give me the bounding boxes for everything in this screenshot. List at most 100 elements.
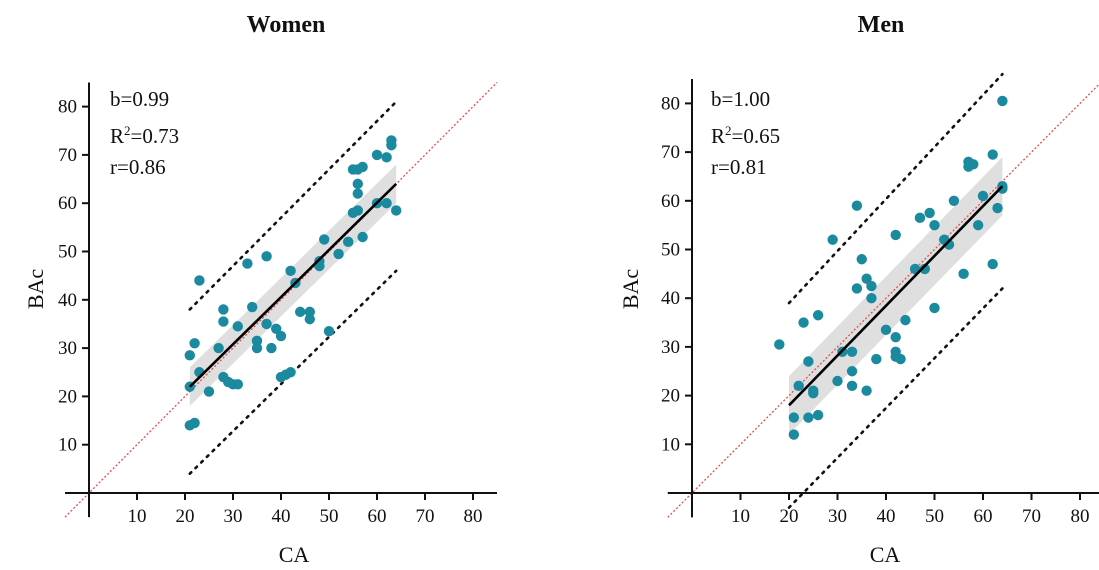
- x-tick-label: 70: [416, 506, 435, 527]
- data-point: [856, 254, 867, 265]
- data-point: [788, 412, 800, 423]
- y-tick-label: 70: [58, 145, 77, 166]
- data-point: [261, 318, 272, 330]
- data-point: [827, 234, 838, 245]
- data-point: [261, 251, 272, 262]
- data-point: [184, 350, 195, 361]
- data-point: [295, 306, 306, 318]
- correlation-label: r=0.81: [711, 155, 767, 179]
- stats-box: b=1.00 R2=0.65 r=0.81: [711, 84, 780, 183]
- data-point: [914, 212, 926, 224]
- data-point: [381, 152, 392, 163]
- prediction-lower-line: [787, 287, 1004, 509]
- data-point: [285, 265, 296, 277]
- data-point: [958, 268, 969, 280]
- data-point: [890, 331, 901, 343]
- regression-line: [788, 185, 1004, 407]
- data-point: [929, 302, 940, 314]
- y-tick-label: 30: [661, 337, 680, 358]
- y-tick-label: 10: [58, 435, 77, 456]
- x-axis-label: CA: [278, 542, 310, 567]
- y-tick-label: 80: [58, 97, 77, 118]
- data-point: [851, 283, 863, 294]
- data-point: [997, 183, 1008, 194]
- x-tick-label: 10: [128, 506, 147, 527]
- data-point: [987, 258, 998, 270]
- data-point: [266, 342, 277, 354]
- data-point: [194, 275, 205, 286]
- data-point: [866, 293, 877, 304]
- data-point: [851, 200, 863, 211]
- data-point: [304, 306, 315, 318]
- slope-label: b=1.00: [711, 87, 771, 111]
- x-tick-label: 40: [877, 506, 896, 527]
- data-point: [232, 379, 243, 390]
- prediction-upper-line: [188, 100, 398, 311]
- data-point: [832, 375, 843, 387]
- x-tick-label: 30: [828, 506, 847, 527]
- data-point: [347, 207, 359, 219]
- data-point: [798, 317, 809, 328]
- data-point: [381, 198, 392, 209]
- data-point: [808, 387, 819, 399]
- data-point: [333, 248, 344, 260]
- y-tick-label: 20: [58, 386, 77, 407]
- data-point: [357, 231, 368, 243]
- data-point: [997, 95, 1008, 107]
- data-point: [992, 202, 1003, 214]
- data-point: [386, 140, 397, 151]
- x-tick-label: 30: [224, 506, 243, 527]
- data-point: [304, 313, 315, 325]
- data-point: [251, 335, 263, 347]
- data-point: [866, 280, 877, 292]
- y-tick-label: 30: [58, 338, 77, 359]
- x-tick-label: 20: [780, 506, 799, 527]
- data-point: [275, 330, 287, 342]
- data-point: [812, 409, 824, 421]
- data-point: [948, 195, 960, 206]
- data-point: [895, 353, 906, 365]
- data-point: [788, 429, 800, 440]
- data-point: [352, 164, 363, 175]
- data-point: [247, 301, 258, 313]
- data-point: [285, 367, 296, 378]
- data-point: [352, 178, 363, 190]
- data-point: [242, 258, 253, 269]
- data-point: [232, 321, 243, 332]
- data-point: [929, 219, 940, 231]
- scatter-plot-men: 10 20 30 40 50 60 70 80 10 20 30 40 50 60 70 80: [661, 72, 1099, 527]
- y-tick-label: 60: [58, 193, 77, 214]
- x-tick-label: 50: [925, 506, 944, 527]
- data-point: [251, 342, 263, 354]
- chart-panel-women: Women b=0.99 R2=0.73 r=0.86 BAc CA 10 20 3…: [0, 0, 549, 570]
- data-point: [861, 273, 872, 284]
- data-point: [213, 342, 224, 354]
- y-tick-label: 50: [661, 240, 680, 261]
- data-point: [203, 386, 215, 397]
- x-tick-label: 40: [272, 506, 291, 527]
- scatter-plot-women: 10 20 30 40 50 60 70 80 10 20 30 40 50 60 70 80: [58, 81, 498, 527]
- y-tick-label: 40: [58, 290, 77, 311]
- r-squared-label: R2=0.73: [110, 123, 180, 148]
- data-point: [371, 149, 383, 161]
- data-point: [189, 338, 200, 349]
- y-tick-label: 10: [661, 434, 680, 455]
- data-point: [774, 339, 785, 350]
- x-axis-label: CA: [869, 542, 901, 567]
- y-tick-label: 40: [661, 288, 680, 309]
- data-point: [846, 366, 858, 377]
- chart-panel-men: Men b=1.00 R2=0.65 r=0.81 BAc CA 10 20 30 4…: [549, 0, 1099, 570]
- x-tick-label: 10: [731, 506, 750, 527]
- data-point: [803, 412, 814, 423]
- data-point: [977, 190, 989, 202]
- data-point: [218, 304, 229, 315]
- x-tick-label: 80: [464, 506, 483, 527]
- data-point: [218, 316, 229, 327]
- x-tick-label: 60: [974, 506, 993, 527]
- y-tick-label: 80: [661, 93, 680, 114]
- r-squared-label: R2=0.65: [711, 123, 781, 148]
- data-point: [880, 324, 892, 336]
- identity-line: [667, 83, 1099, 518]
- data-point: [391, 205, 402, 216]
- data-point: [924, 207, 935, 219]
